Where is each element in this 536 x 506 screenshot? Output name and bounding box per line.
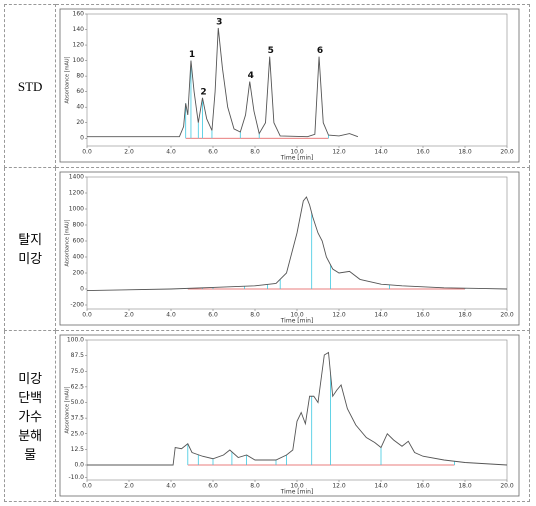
- x-tick-label: 6.0: [209, 312, 219, 319]
- peak-label: 6: [317, 46, 323, 56]
- y-tick-label: 100: [73, 57, 85, 64]
- trace: [87, 196, 508, 292]
- chromatogram: 0.0 2.0 4.0 6.0 8.0 10.0 12.0 14.0 16.0 18.0 20.0 T…: [59, 171, 520, 326]
- y-tick-label: 140: [73, 26, 85, 33]
- chart-frame: [59, 334, 520, 497]
- y-tick-label: 37.5: [71, 415, 85, 422]
- x-tick-label: 18.0: [459, 483, 473, 490]
- y-tick-label: 100.0: [67, 337, 84, 344]
- x-tick-label: 12.0: [333, 149, 347, 156]
- row-label: STD: [3, 4, 57, 168]
- row: 미강단백가수분해물 0.0 2.0 4.0 6.0 8.0 10.0 12.0 14.0 16.…: [3, 330, 530, 502]
- row-label: 탈지미강: [3, 167, 57, 331]
- peak-label: 1: [189, 50, 195, 60]
- x-tick-label: 20.0: [501, 483, 515, 490]
- peak-label: 3: [216, 17, 222, 27]
- y-axis-label: Absorbance [mAU]: [65, 386, 71, 433]
- x-tick-label: 14.0: [375, 312, 389, 319]
- y-tick-label: 200: [73, 270, 85, 277]
- y-tick-label: 1000: [69, 206, 84, 213]
- y-tick-label: 600: [73, 238, 85, 245]
- x-tick-label: 2.0: [125, 312, 135, 319]
- x-tick-label: 10.0: [291, 312, 305, 319]
- y-tick-label: 60: [77, 88, 85, 95]
- y-tick-label: 75.0: [71, 368, 85, 375]
- plot-cell: 0.0 2.0 4.0 6.0 8.0 10.0 12.0 14.0 16.0 18.0 20.0 T…: [55, 330, 530, 502]
- x-tick-label: 12.0: [333, 312, 347, 319]
- x-tick-label: 4.0: [167, 149, 177, 156]
- table: STD 0.0 2.0 4.0 6.0 8.0 10.0 12.0 14.0 16.0 18.0 2…: [3, 4, 530, 502]
- plot-area: [87, 13, 508, 147]
- x-axis-label: Time [min]: [280, 489, 314, 496]
- y-tick-label: 800: [73, 222, 85, 229]
- y-tick-label: 160: [73, 11, 85, 18]
- x-tick-label: 16.0: [417, 149, 431, 156]
- peak-label: 4: [248, 71, 254, 81]
- x-tick-label: 0.0: [83, 312, 93, 319]
- x-tick-label: 4.0: [167, 312, 177, 319]
- x-tick-label: 6.0: [209, 483, 219, 490]
- y-tick-label: 40: [77, 104, 85, 111]
- x-tick-label: 8.0: [251, 149, 261, 156]
- x-tick-label: 14.0: [375, 149, 389, 156]
- y-tick-label: 50.0: [71, 399, 85, 406]
- plot-cell: 0.0 2.0 4.0 6.0 8.0 10.0 12.0 14.0 16.0 18.0 20.0 T…: [55, 4, 530, 168]
- y-tick-label: 87.5: [71, 352, 85, 359]
- x-tick-label: 12.0: [333, 483, 347, 490]
- y-tick-label: 62.5: [71, 383, 85, 390]
- x-axis-label: Time [min]: [280, 318, 314, 325]
- row: STD 0.0 2.0 4.0 6.0 8.0 10.0 12.0 14.0 16.0 18.0 2…: [3, 4, 530, 168]
- chart-frame: [59, 8, 520, 163]
- y-tick-label: -10.0: [69, 474, 85, 481]
- y-tick-label: 120: [73, 42, 85, 49]
- x-tick-label: 18.0: [459, 149, 473, 156]
- y-tick-label: 1400: [69, 174, 84, 181]
- y-tick-label: 25.0: [71, 430, 85, 437]
- plot-cell: 0.0 2.0 4.0 6.0 8.0 10.0 12.0 14.0 16.0 18.0 20.0 T…: [55, 167, 530, 331]
- x-tick-label: 10.0: [291, 483, 305, 490]
- x-tick-label: 6.0: [209, 149, 219, 156]
- y-tick-label: 1200: [69, 190, 84, 197]
- chromatogram: 0.0 2.0 4.0 6.0 8.0 10.0 12.0 14.0 16.0 18.0 20.0 T…: [59, 334, 520, 497]
- chart-frame: [59, 171, 520, 326]
- x-tick-label: 8.0: [251, 483, 261, 490]
- plot-area: [87, 339, 508, 481]
- y-tick-label: 12.5: [71, 446, 85, 453]
- x-tick-label: 20.0: [501, 312, 515, 319]
- y-tick-label: 80: [77, 73, 85, 80]
- x-tick-label: 8.0: [251, 312, 261, 319]
- row-label: 미강단백가수분해물: [3, 330, 57, 502]
- y-axis-label: Absorbance [mAU]: [65, 219, 71, 266]
- row: 탈지미강 0.0 2.0 4.0 6.0 8.0 10.0 12.0 14.0 16.0 18.0…: [3, 167, 530, 331]
- y-tick-label: 0: [81, 286, 85, 293]
- x-tick-label: 4.0: [167, 483, 177, 490]
- x-tick-label: 0.0: [83, 149, 93, 156]
- x-tick-label: 14.0: [375, 483, 389, 490]
- peak-label: 2: [201, 87, 207, 97]
- y-axis-label: Absorbance [mAU]: [65, 56, 71, 103]
- trace: [87, 27, 359, 138]
- x-tick-label: 20.0: [501, 149, 515, 156]
- y-tick-label: 0.0: [75, 462, 85, 469]
- y-tick-label: -200: [71, 302, 85, 309]
- x-tick-label: 0.0: [83, 483, 93, 490]
- x-tick-label: 16.0: [417, 483, 431, 490]
- trace: [87, 351, 508, 466]
- y-tick-label: 20: [77, 119, 85, 126]
- y-tick-label: 0: [81, 135, 85, 142]
- x-tick-label: 18.0: [459, 312, 473, 319]
- x-axis-label: Time [min]: [280, 155, 314, 162]
- x-tick-label: 2.0: [125, 149, 135, 156]
- peak-label: 5: [268, 46, 274, 56]
- chromatogram: 0.0 2.0 4.0 6.0 8.0 10.0 12.0 14.0 16.0 18.0 20.0 T…: [59, 8, 520, 163]
- x-tick-label: 16.0: [417, 312, 431, 319]
- x-tick-label: 2.0: [125, 483, 135, 490]
- x-tick-label: 10.0: [291, 149, 305, 156]
- y-tick-label: 400: [73, 254, 85, 261]
